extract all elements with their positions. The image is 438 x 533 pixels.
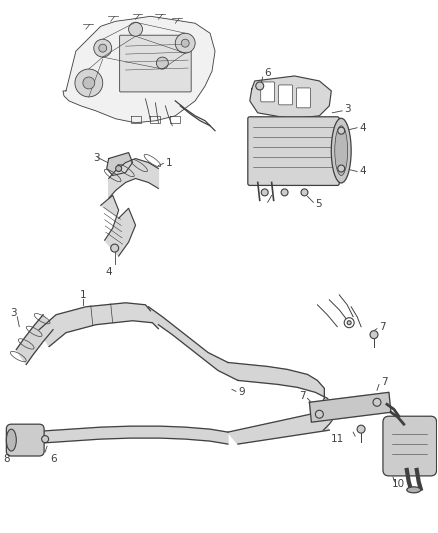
- Circle shape: [42, 435, 49, 442]
- Circle shape: [338, 127, 345, 134]
- Polygon shape: [228, 362, 335, 430]
- Text: 4: 4: [106, 267, 112, 277]
- FancyBboxPatch shape: [383, 416, 437, 476]
- Text: 7: 7: [299, 391, 305, 401]
- Polygon shape: [16, 315, 53, 365]
- Circle shape: [261, 189, 268, 196]
- FancyBboxPatch shape: [7, 424, 44, 456]
- Text: 6: 6: [50, 454, 57, 464]
- Circle shape: [373, 398, 381, 406]
- Text: 9: 9: [238, 387, 244, 397]
- Circle shape: [256, 82, 264, 90]
- Text: 4: 4: [359, 166, 366, 176]
- Text: 8: 8: [3, 454, 10, 464]
- Ellipse shape: [331, 118, 351, 183]
- Circle shape: [116, 166, 122, 172]
- Text: 6: 6: [265, 68, 271, 78]
- Text: 4: 4: [359, 123, 366, 133]
- Text: 3: 3: [344, 104, 351, 114]
- Text: 11: 11: [331, 434, 344, 444]
- Ellipse shape: [7, 429, 16, 451]
- Text: 5: 5: [315, 199, 322, 209]
- Polygon shape: [228, 412, 329, 444]
- Circle shape: [301, 189, 308, 196]
- Circle shape: [338, 165, 345, 172]
- Text: 1: 1: [165, 158, 172, 167]
- Text: 7: 7: [381, 377, 388, 387]
- Text: 1: 1: [80, 290, 86, 300]
- FancyBboxPatch shape: [248, 117, 339, 185]
- Circle shape: [83, 77, 95, 89]
- FancyBboxPatch shape: [279, 85, 293, 105]
- Polygon shape: [309, 392, 391, 422]
- Polygon shape: [101, 196, 135, 256]
- Circle shape: [281, 189, 288, 196]
- Text: 10: 10: [392, 479, 405, 489]
- Circle shape: [175, 33, 195, 53]
- Circle shape: [370, 330, 378, 338]
- Ellipse shape: [335, 126, 348, 175]
- Polygon shape: [148, 307, 238, 381]
- Polygon shape: [63, 17, 215, 123]
- Circle shape: [344, 318, 354, 328]
- Circle shape: [156, 57, 168, 69]
- Polygon shape: [250, 76, 331, 119]
- FancyBboxPatch shape: [297, 88, 311, 108]
- Text: 3: 3: [10, 308, 17, 318]
- Circle shape: [94, 39, 112, 57]
- Ellipse shape: [407, 487, 421, 493]
- FancyBboxPatch shape: [120, 35, 191, 92]
- Circle shape: [129, 22, 142, 36]
- Polygon shape: [109, 158, 159, 198]
- Circle shape: [99, 44, 107, 52]
- Circle shape: [347, 321, 351, 325]
- Text: 3: 3: [93, 152, 99, 163]
- Circle shape: [181, 39, 189, 47]
- Circle shape: [111, 244, 119, 252]
- Polygon shape: [107, 152, 133, 175]
- Circle shape: [357, 425, 365, 433]
- Polygon shape: [39, 303, 159, 346]
- Polygon shape: [16, 426, 228, 444]
- Circle shape: [75, 69, 103, 97]
- FancyBboxPatch shape: [261, 82, 275, 102]
- Circle shape: [315, 410, 323, 418]
- Text: 7: 7: [379, 322, 385, 332]
